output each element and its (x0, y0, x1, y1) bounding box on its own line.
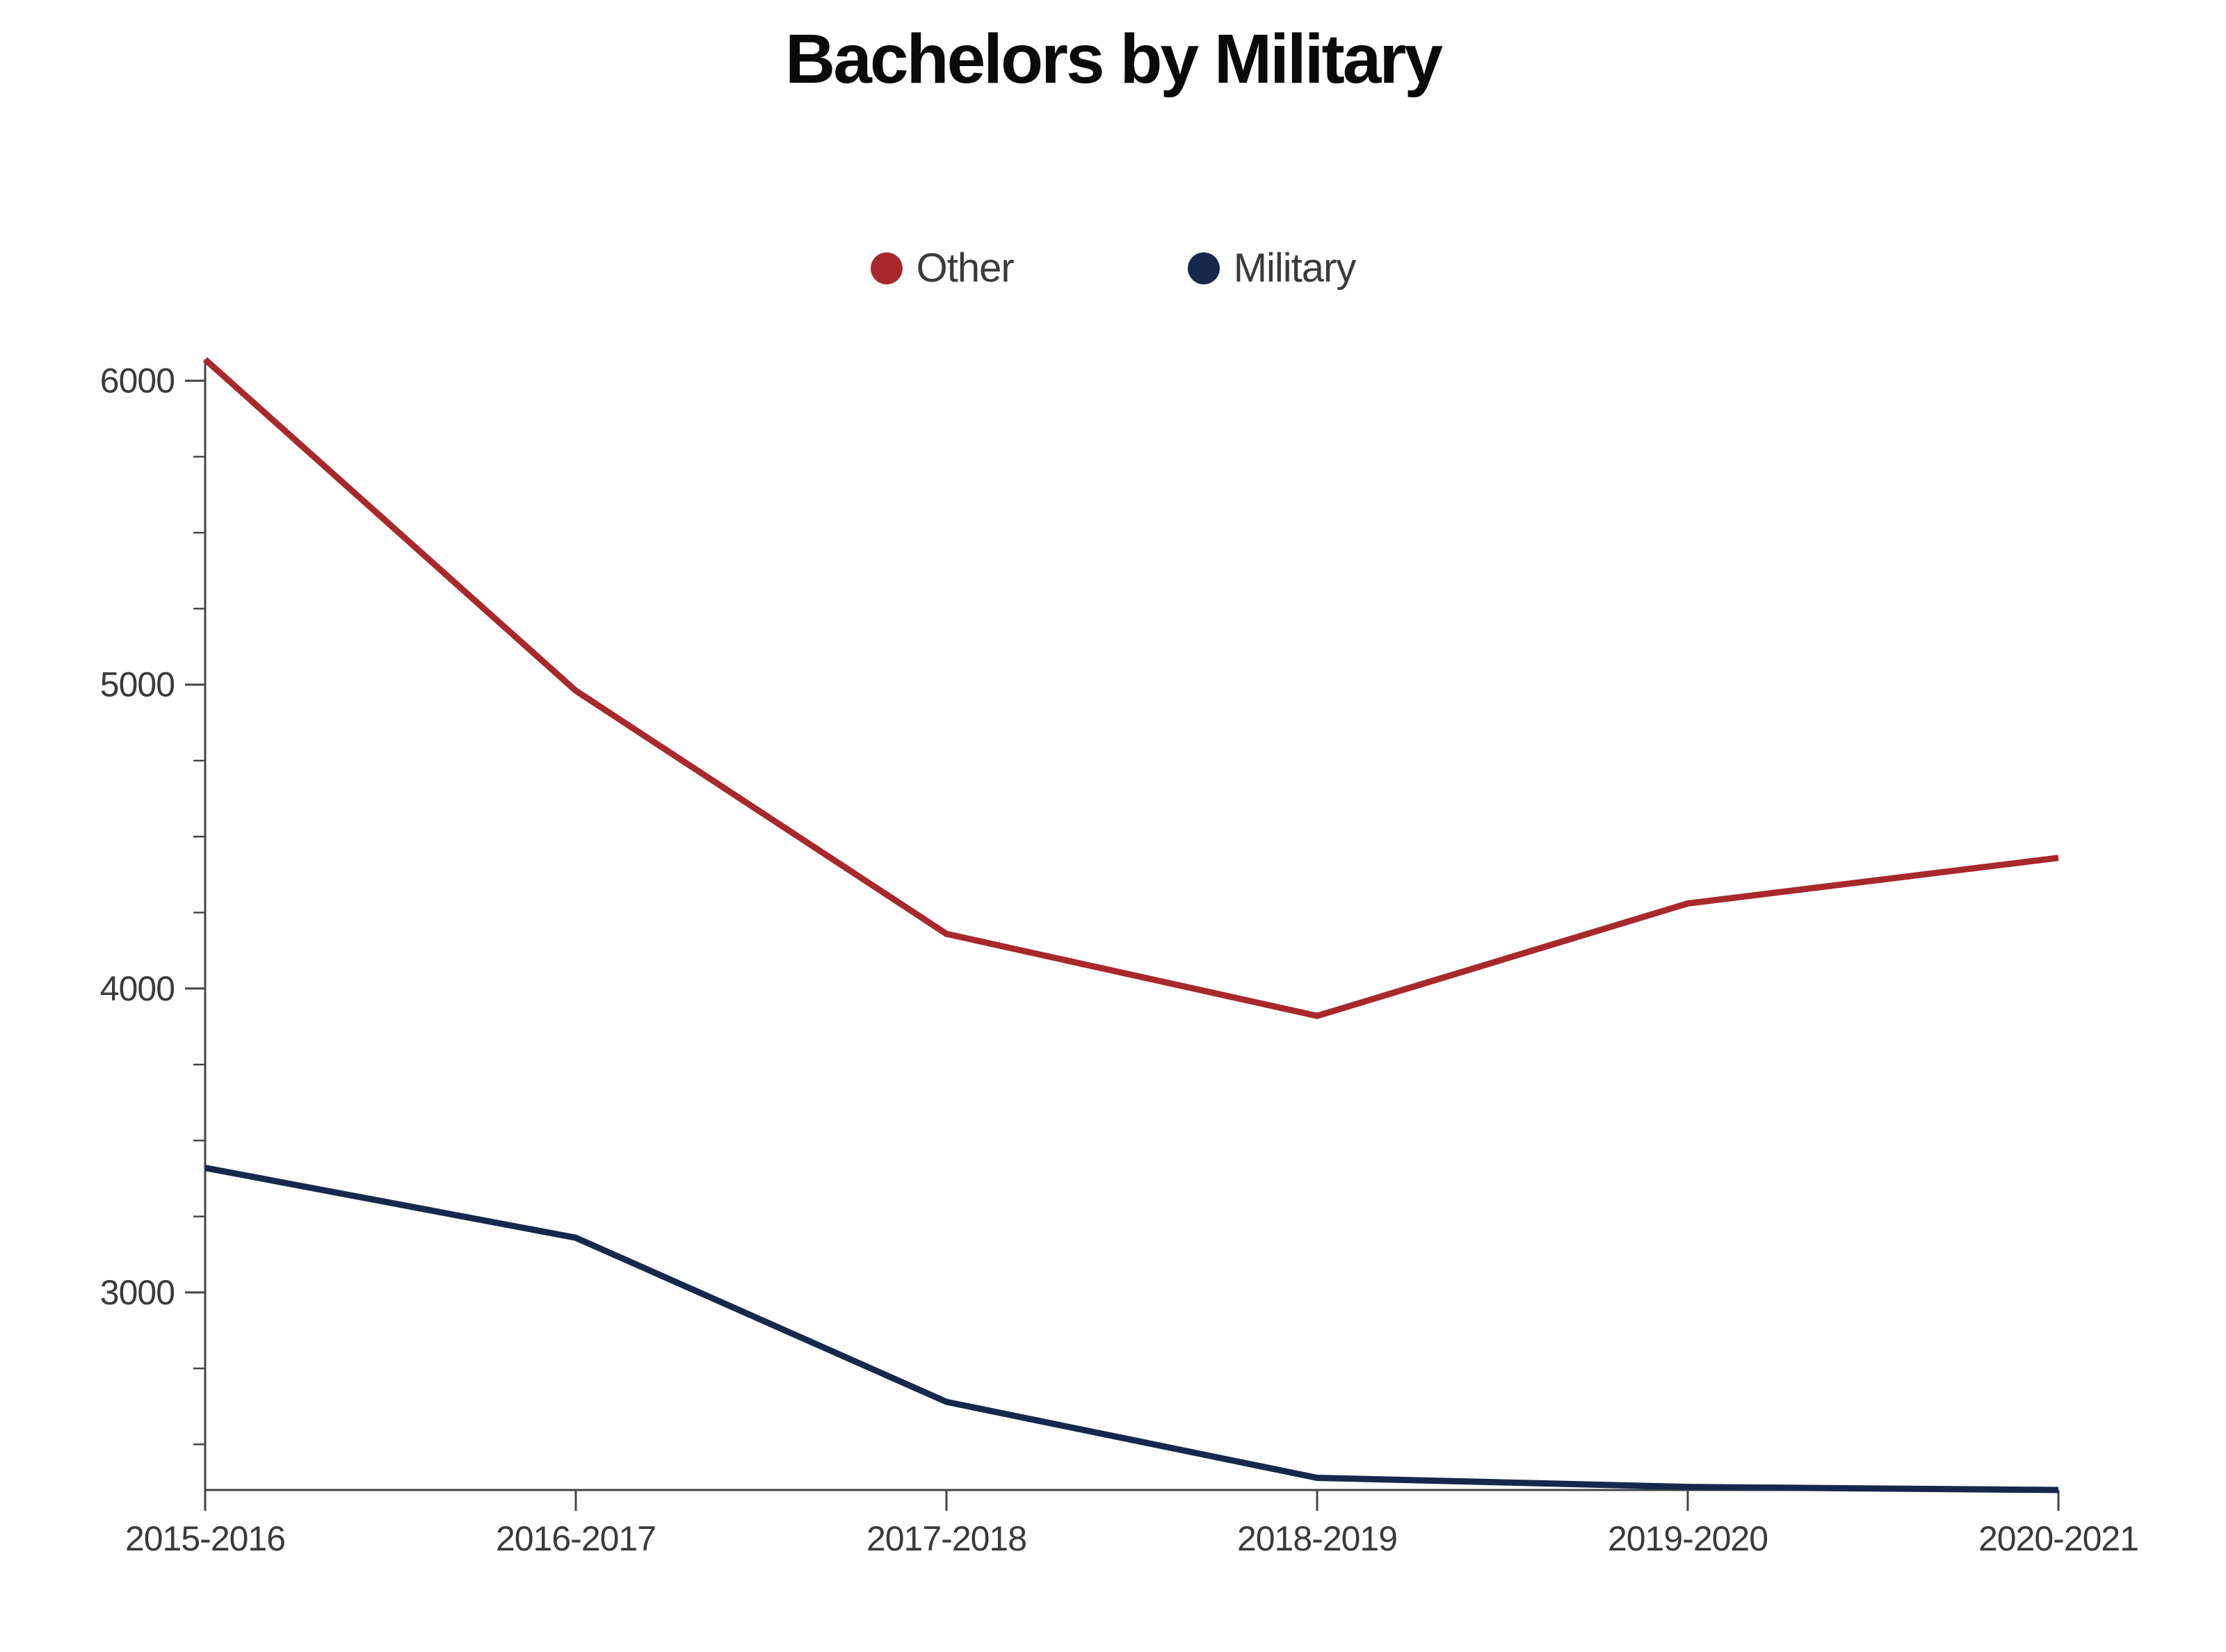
x-tick-label: 2017-2018 (866, 1519, 1026, 1558)
x-tick-label: 2016-2017 (496, 1519, 656, 1558)
legend-label-military: Military (1233, 245, 1357, 291)
legend-label-other: Other (916, 245, 1015, 291)
legend-item-military: Military (1187, 245, 1357, 291)
series-line-military (204, 1165, 2059, 1493)
y-tick-label: 5000 (100, 665, 175, 704)
legend-marker-military-icon (1187, 252, 1220, 284)
legend-marker-other-icon (870, 252, 903, 284)
chart-title: Bachelors by Military (785, 20, 1443, 98)
chart-legend: Other Military (0, 245, 2226, 291)
y-tick-label: 3000 (100, 1273, 175, 1312)
y-tick-label: 6000 (100, 362, 175, 400)
x-tick-label: 2020-2021 (1978, 1519, 2138, 1558)
legend-item-other: Other (870, 245, 1015, 291)
x-tick-label: 2015-2016 (125, 1519, 285, 1558)
y-tick-label: 4000 (100, 969, 175, 1008)
x-tick-label: 2019-2020 (1608, 1519, 1768, 1558)
x-tick-label: 2018-2019 (1237, 1519, 1397, 1558)
series-line-other (203, 357, 2059, 1019)
